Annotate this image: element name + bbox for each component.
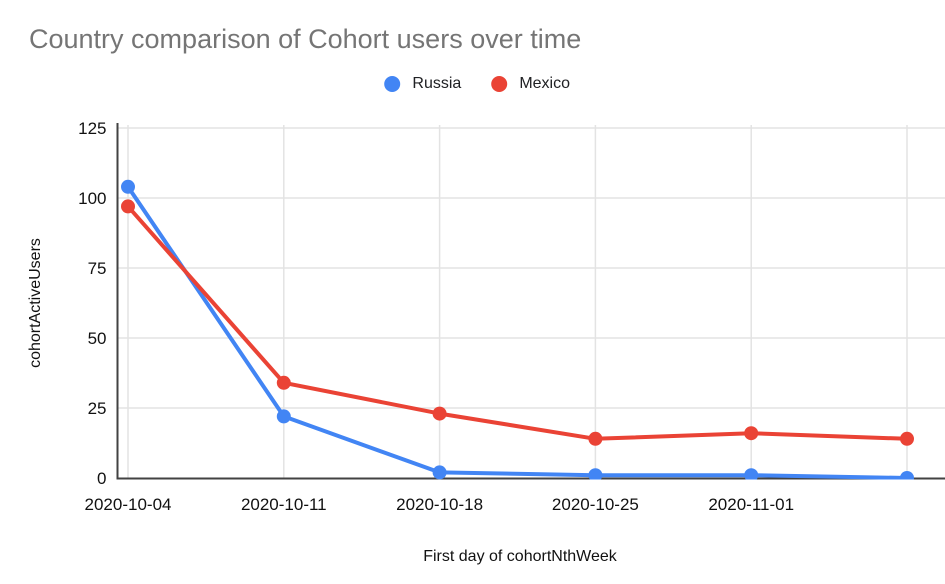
y-tick-label: 25 [88, 399, 107, 418]
x-tick-label: 2020-10-18 [396, 495, 483, 514]
data-point-russia [121, 179, 135, 194]
y-axis-title: cohortActiveUsers [27, 238, 44, 368]
data-point-mexico [121, 199, 135, 214]
data-point-mexico [900, 431, 914, 446]
x-tick-label: 2020-10-04 [85, 495, 172, 514]
legend: Russia Mexico [384, 75, 570, 93]
x-axis-title: First day of cohortNthWeek [423, 548, 618, 565]
y-tick-label: 125 [78, 119, 106, 138]
data-point-russia [900, 471, 914, 480]
y-tick-label: 0 [97, 469, 106, 488]
x-tick-label: 2020-10-11 [241, 495, 327, 514]
legend-item-russia: Russia [384, 75, 461, 93]
legend-swatch-mexico-icon [491, 76, 508, 92]
series-line-russia [126, 184, 909, 480]
data-point-mexico [588, 431, 603, 446]
legend-label-mexico: Mexico [519, 75, 571, 92]
x-tick-labels: 2020-10-04 2020-10-11 2020-10-18 2020-10-25… [85, 495, 795, 514]
legend-item-mexico: Mexico [491, 75, 570, 93]
y-tick-label: 75 [88, 259, 107, 278]
data-point-mexico [744, 426, 759, 441]
series-lines [121, 179, 914, 480]
x-tick-label: 2020-10-25 [552, 495, 639, 514]
chart-title: Country comparison of Cohort users over … [29, 24, 582, 54]
legend-label-russia: Russia [412, 75, 462, 92]
data-point-russia [588, 468, 603, 480]
axes [116, 123, 945, 480]
y-tick-label: 100 [78, 189, 106, 208]
data-point-russia [276, 409, 291, 424]
y-tick-labels: 0 25 50 75 100 125 [78, 119, 106, 488]
data-point-mexico [276, 375, 291, 390]
data-point-mexico [432, 406, 447, 421]
legend-swatch-russia-icon [384, 76, 401, 92]
data-point-russia [432, 465, 447, 480]
x-tick-label: 2020-11-01 [708, 495, 794, 514]
data-point-russia [744, 468, 759, 480]
series-line-mexico [126, 204, 909, 441]
y-tick-label: 50 [88, 329, 107, 348]
horizontal-gridlines [117, 127, 945, 409]
